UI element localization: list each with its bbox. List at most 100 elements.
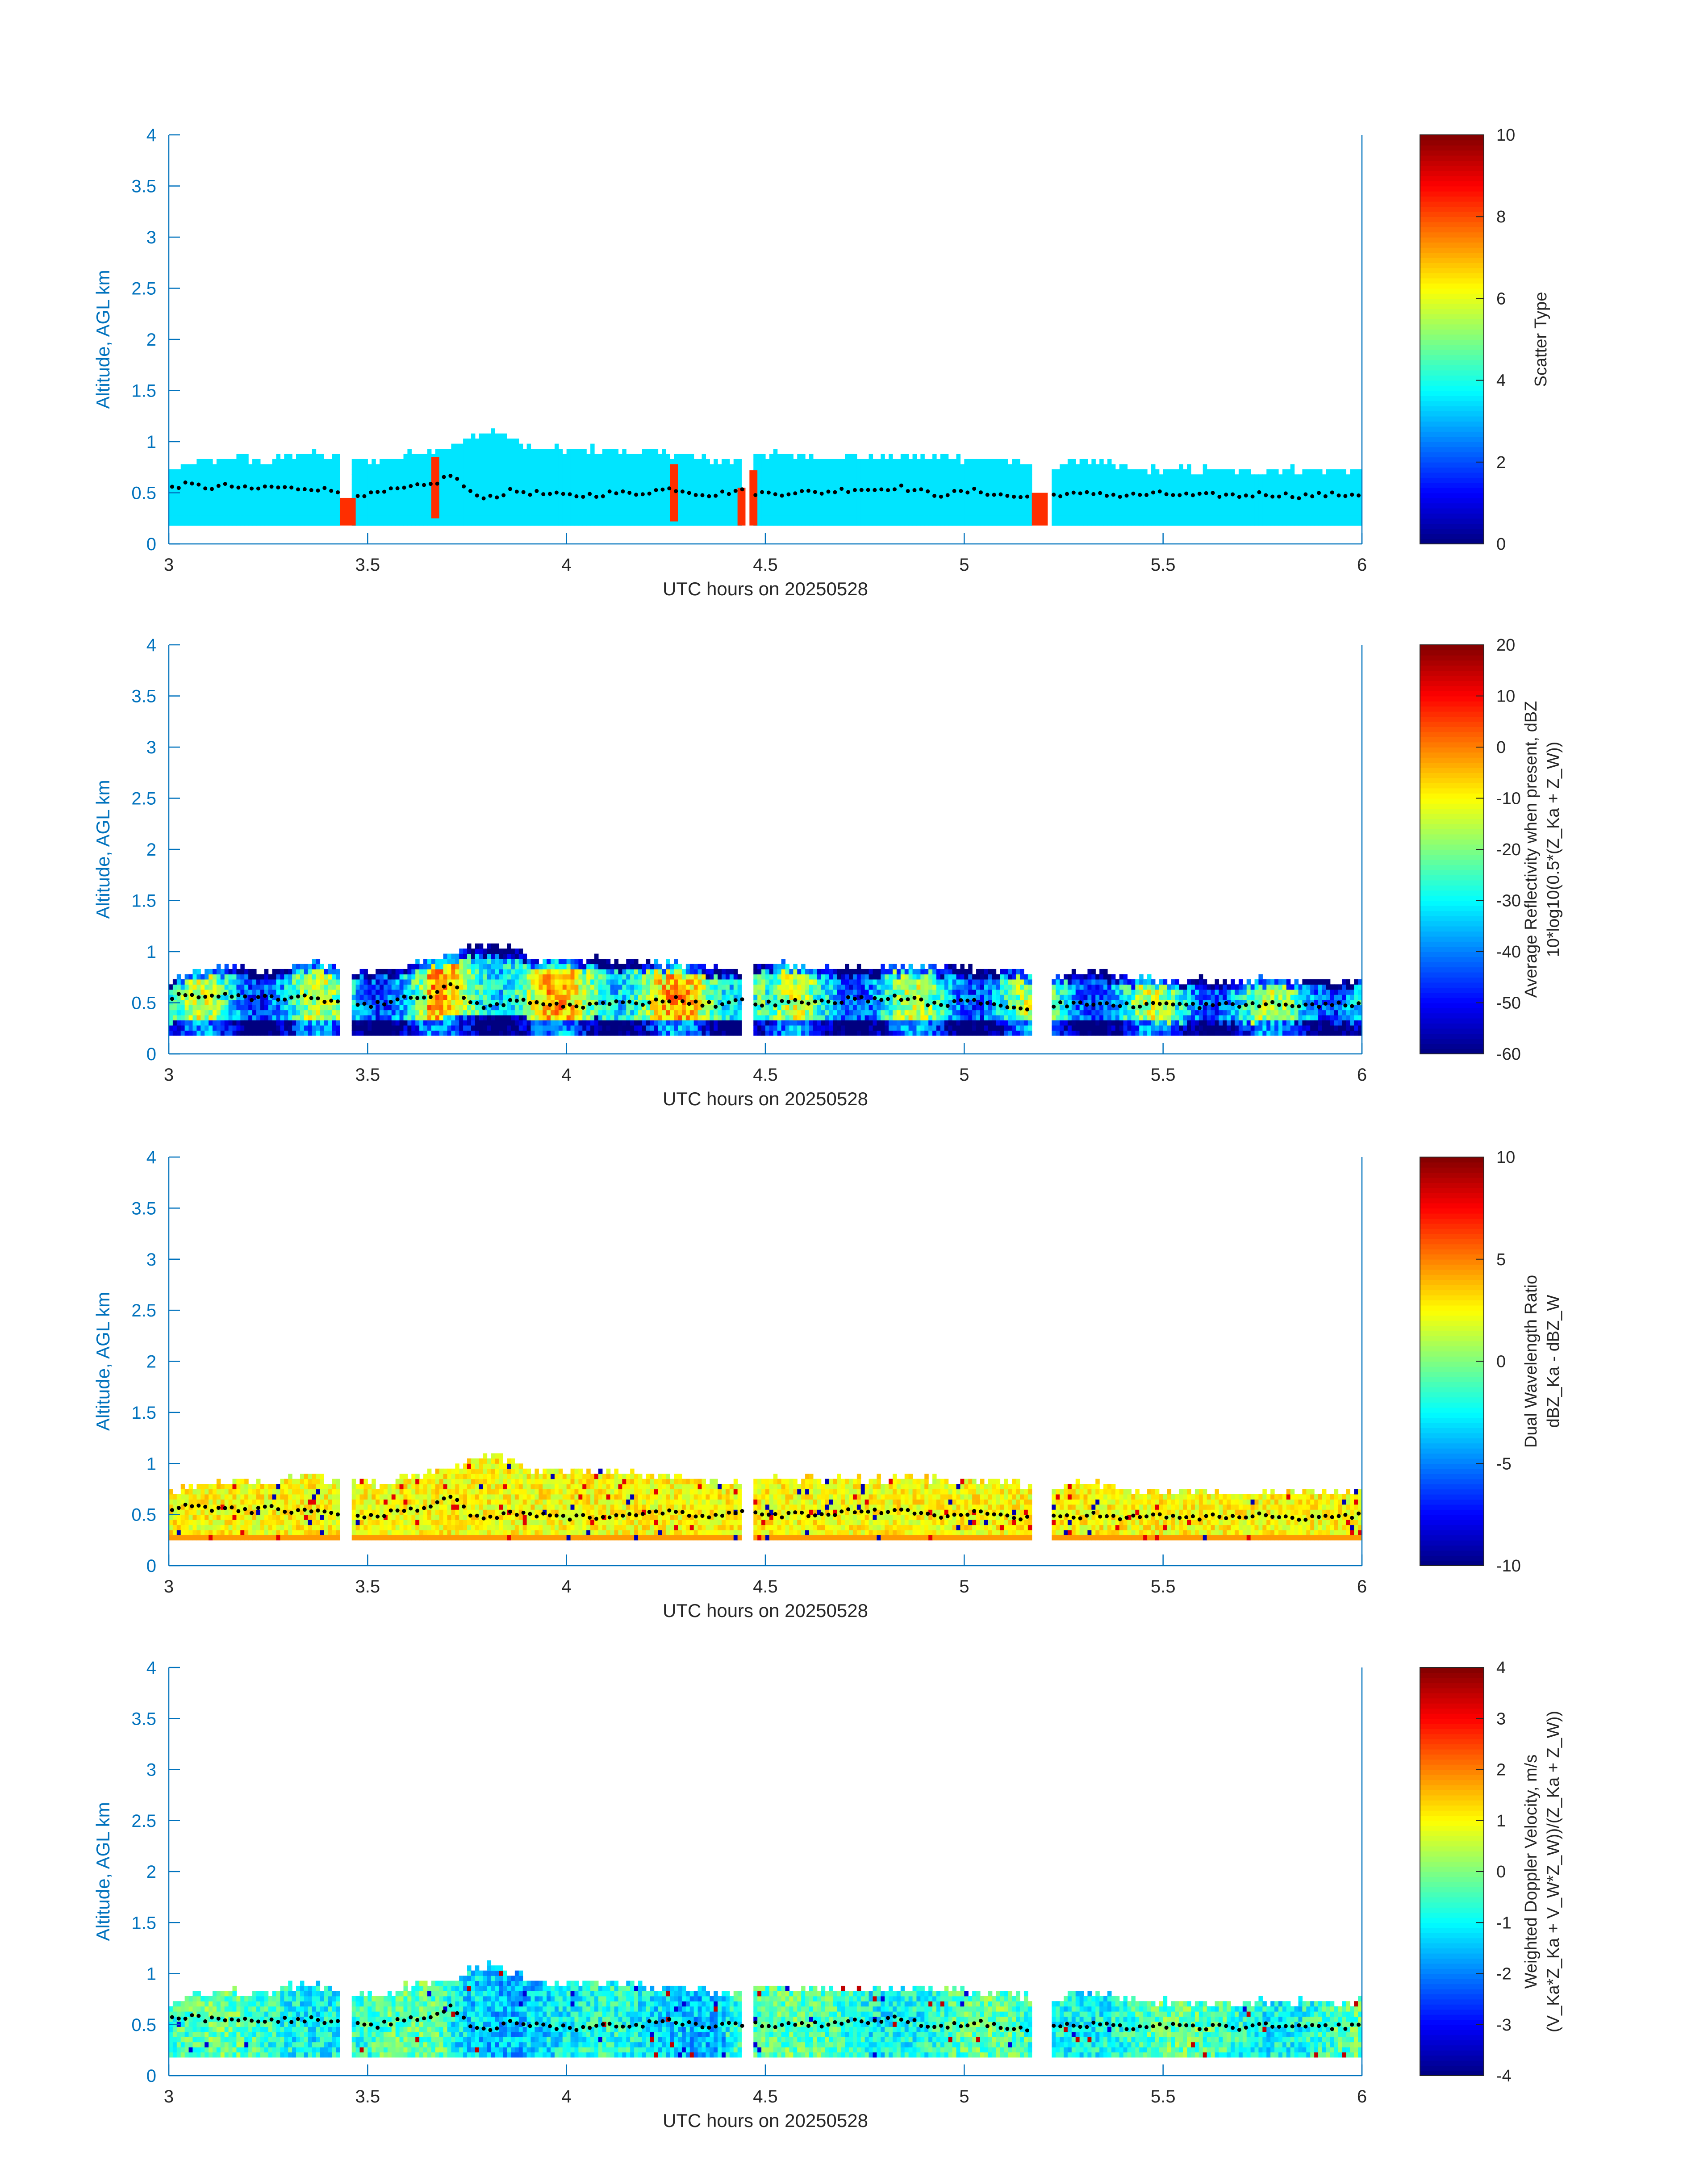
heatmap-cell [1342, 500, 1346, 506]
heatmap-cell [212, 469, 217, 475]
heatmap-cell [761, 454, 766, 460]
heatmap-cell [952, 469, 957, 475]
heatmap-cell [351, 495, 356, 501]
heatmap-cell [491, 520, 495, 526]
heatmap-cell [710, 500, 714, 506]
heatmap-cell [785, 510, 790, 516]
heatmap-cell [920, 485, 925, 490]
heatmap-cell [1187, 469, 1191, 475]
heatmap-cell [479, 474, 484, 480]
heatmap-cell [984, 469, 989, 475]
heatmap-cell [980, 500, 985, 506]
heatmap-cell [487, 489, 492, 495]
heatmap-cell [212, 510, 217, 516]
heatmap-cell [355, 474, 360, 480]
heatmap-cell [380, 489, 384, 495]
heatmap-cell [654, 489, 659, 495]
heatmap-cell [376, 969, 380, 974]
heatmap-cell [188, 495, 193, 501]
heatmap-cell [292, 964, 296, 969]
heatmap-cell [932, 515, 937, 521]
heatmap-cell [841, 485, 845, 490]
heatmap-cell [634, 459, 639, 464]
heatmap-cell [1294, 489, 1299, 495]
heatmap-cell [606, 505, 611, 511]
heatmap-cell [877, 515, 881, 521]
heatmap-cell [936, 474, 941, 480]
heatmap-cell [451, 520, 455, 526]
heatmap-cell [276, 500, 280, 506]
heatmap-cell [1223, 500, 1227, 506]
heatmap-cell [1139, 500, 1144, 506]
heatmap-cell [332, 495, 336, 501]
heatmap-cell [952, 505, 957, 511]
heatmap-cell [272, 1015, 277, 1021]
colorbar-swatch [1420, 201, 1484, 207]
heatmap-cell [797, 510, 802, 516]
heatmap-cell [518, 489, 523, 495]
heatmap-cell [451, 449, 455, 455]
heatmap-cell [328, 474, 332, 480]
heatmap-cell [1211, 520, 1215, 526]
heatmap-cell [463, 510, 468, 516]
heatmap-cell [403, 469, 408, 475]
heatmap-cell [535, 505, 539, 511]
heatmap-cell [1175, 489, 1179, 495]
colorbar-swatch [1420, 313, 1484, 319]
heatmap-cell [1207, 479, 1211, 485]
heatmap-cell [566, 454, 571, 460]
heatmap-cell [1000, 510, 1004, 516]
heatmap-cell [169, 520, 173, 526]
heatmap-cell [530, 500, 535, 506]
heatmap-cell [376, 1025, 380, 1031]
heatmap-cell [1246, 495, 1251, 501]
heatmap-cell [697, 464, 702, 470]
heatmap-cell [209, 1025, 213, 1031]
heatmap-cell [1000, 474, 1004, 480]
heatmap-cell [1175, 505, 1179, 511]
heatmap-cell [666, 474, 670, 480]
heatmap-cell [1008, 489, 1012, 495]
heatmap-cell [1346, 485, 1350, 490]
heatmap-cell [1354, 479, 1358, 485]
heatmap-cell [292, 485, 296, 490]
heatmap-cell [526, 495, 531, 501]
heatmap-cell [860, 515, 865, 521]
heatmap-cell [316, 979, 321, 985]
heatmap-cell [881, 515, 885, 521]
heatmap-cell [284, 1005, 288, 1011]
heatmap-cell [1131, 485, 1136, 490]
heatmap-cell [415, 510, 420, 516]
heatmap-cell [685, 459, 690, 464]
heatmap-cell [209, 500, 213, 506]
heatmap-cell [312, 510, 317, 516]
heatmap-cell [240, 1005, 245, 1011]
heatmap-cell [507, 515, 511, 521]
heatmap-cell [380, 505, 384, 511]
heatmap-cell [1342, 474, 1346, 480]
heatmap-cell [205, 1030, 209, 1036]
heatmap-cell [376, 474, 380, 480]
heatmap-cell [296, 495, 301, 501]
heatmap-cell [248, 984, 253, 990]
heatmap-cell [423, 489, 428, 495]
heatmap-cell [1250, 510, 1255, 516]
heatmap-cell [932, 454, 937, 460]
heatmap-cell [240, 984, 245, 990]
heatmap-cell [1012, 469, 1016, 475]
heatmap-cell [964, 510, 969, 516]
heatmap-cell [184, 989, 189, 995]
heatmap-cell [1095, 515, 1100, 521]
heatmap-cell [415, 964, 420, 969]
heatmap-cell [976, 495, 981, 501]
heatmap-cell [351, 989, 356, 995]
heatmap-cell [582, 505, 587, 511]
heatmap-cell [1211, 505, 1215, 511]
heatmap-cell [801, 459, 806, 464]
heatmap-cell [1103, 520, 1108, 526]
heatmap-cell [427, 495, 432, 501]
heatmap-cell [1056, 510, 1060, 516]
heatmap-cell [1238, 500, 1243, 506]
heatmap-cell [467, 474, 472, 480]
heatmap-cell [272, 505, 277, 511]
